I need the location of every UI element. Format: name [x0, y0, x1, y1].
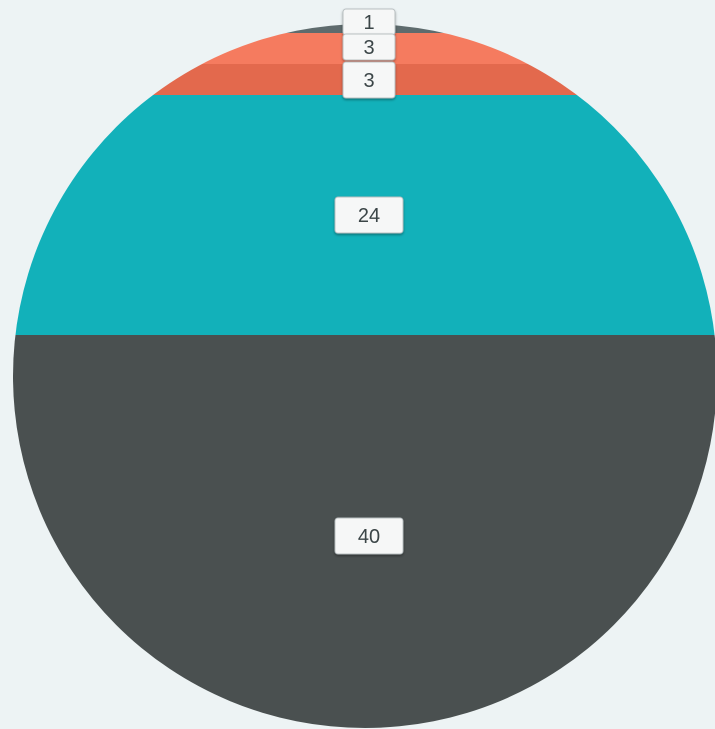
data-label-text: 1: [363, 12, 374, 34]
labels-layer: 1 3 3 24 40: [334, 8, 404, 555]
data-label-box: [334, 517, 404, 555]
data-label-1: 1: [342, 8, 396, 36]
data-label-box: [342, 33, 396, 61]
data-label-text: 24: [358, 205, 380, 227]
data-label-box: [342, 61, 396, 99]
data-label-4: 24: [334, 196, 404, 234]
data-label-3: 3: [342, 61, 396, 99]
data-label-box: [334, 196, 404, 234]
data-label-text: 40: [358, 526, 380, 548]
data-label-text: 3: [363, 37, 374, 59]
segments-layer: [13, 24, 715, 728]
data-label-5: 40: [334, 517, 404, 555]
data-label-2: 3: [342, 33, 396, 61]
data-label-text: 3: [363, 70, 374, 92]
